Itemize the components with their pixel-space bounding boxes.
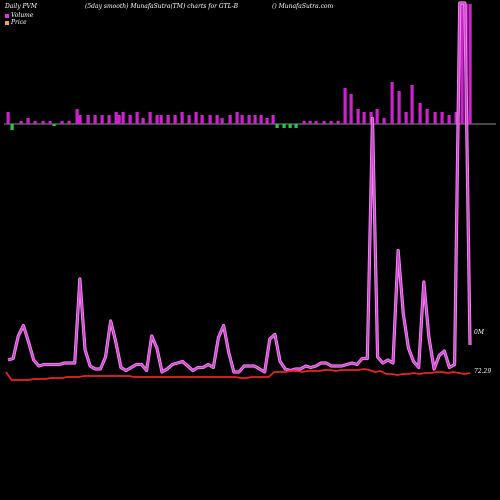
volume-bar [349,94,353,124]
volume-bar [141,118,145,124]
volume-bar [10,124,14,130]
volume-bar [271,115,275,124]
volume-bar [240,115,244,124]
volume-bar [208,115,212,124]
volume-bar [33,121,37,124]
legend-label-price: Price [11,19,27,26]
legend-item-volume: Volume [5,12,33,19]
volume-bar [78,115,82,124]
volume-bar [128,115,132,124]
volume-bar [121,112,125,124]
volume-bar [440,112,444,124]
volume-bar [329,121,333,124]
volume-bar [390,82,394,124]
volume-bar [200,115,204,124]
volume-bar [425,109,429,124]
volume-bar [187,115,191,124]
volume-bar [282,124,286,128]
price-swatch [5,20,9,25]
volume-bar [166,115,170,124]
volume-bar [314,121,318,124]
volume-bar [433,112,437,124]
volume-bar [100,115,104,124]
volume-bar [107,115,111,124]
volume-bar [215,115,219,124]
volume-bar [235,112,239,124]
volume-bar [265,118,269,124]
chart-subtitle-left: Daily PVM [5,3,38,10]
volume-bar [410,85,414,124]
site-credit: () MunafaSutra.com [272,3,334,10]
volume-bar [41,121,45,124]
volume-bar [75,109,79,124]
volume-bar [468,4,472,124]
volume-bar [253,115,257,124]
price-line [5,368,471,381]
volume-bar [404,112,408,124]
volume-bar [322,121,326,124]
volume-bar [220,118,224,124]
volume-bar [48,121,52,124]
volume-bar [418,103,422,124]
volume-bar [356,109,360,124]
volume-bar [86,115,90,124]
volume-bar [180,112,184,124]
volume-bar [135,112,139,124]
volume-bar [375,109,379,124]
volume-bar [247,115,251,124]
volume-bar [275,124,279,128]
volume-bar [228,115,232,124]
volume-bar [382,118,386,124]
volume-bar [454,112,458,124]
volume-bar [336,121,340,124]
volume-bar [52,124,56,126]
volume-bar [26,118,30,124]
volume-bar [19,121,23,124]
pvm-line-group [7,1,472,374]
volume-bar [397,91,401,124]
volume-bar [93,115,97,124]
volume-bar [294,124,298,128]
volume-bar [67,121,71,124]
volume-bar [194,112,198,124]
volume-bar [6,112,10,124]
volume-bars [6,4,472,130]
pvm-line [7,2,471,373]
volume-bar [60,121,64,124]
volume-bar [117,115,121,124]
volume-bar [114,112,118,124]
volume-bar [308,121,312,124]
volume-bar [288,124,292,128]
legend-item-price: Price [5,19,27,26]
volume-bar [460,4,464,124]
volume-bar [159,115,163,124]
volume-bar [259,115,263,124]
volume-bar [155,115,159,124]
chart-title: (5day smooth) MunafaSutra(TM) charts for… [85,3,239,10]
volume-bar [173,115,177,124]
volume-bar [148,112,152,124]
volume-bar [362,112,366,124]
volume-swatch [5,13,9,18]
volume-value-label: 0M [474,329,485,336]
volume-bar [343,88,347,124]
price-value-label: 72.29 [474,368,491,375]
legend-label-volume: Volume [11,12,34,19]
price-line-group [5,368,471,381]
volume-bar [447,115,451,124]
volume-bar [302,121,306,124]
